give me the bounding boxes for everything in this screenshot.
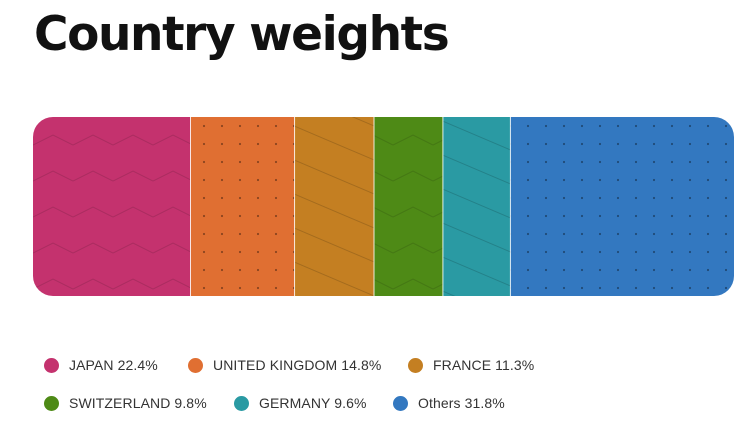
bar-segment-pattern-germany — [442, 117, 511, 296]
legend-label-others: Others 31.8% — [418, 395, 505, 411]
bar-segments — [33, 117, 734, 296]
bar-segment-united-kingdom — [189, 117, 295, 296]
legend-label-united-kingdom: UNITED KINGDOM 14.8% — [213, 357, 382, 373]
legend-swatch-united-kingdom — [188, 357, 203, 373]
legend-swatch-others — [393, 395, 408, 411]
legend-swatch-japan — [44, 357, 59, 373]
legend: JAPAN 22.4% UNITED KINGDOM 14.8% FRANCE … — [44, 353, 744, 423]
legend-label-france: FRANCE 11.3% — [433, 357, 535, 373]
bar-segment-pattern-japan — [33, 117, 191, 296]
bar-segment-pattern-france — [294, 117, 375, 296]
legend-swatch-germany — [234, 395, 249, 411]
bar-segment-pattern-united-kingdom — [190, 117, 295, 296]
legend-item-germany: GERMANY 9.6% — [234, 391, 367, 415]
bar-segment-switzerland — [373, 117, 443, 296]
bar-segment-pattern-switzerland — [374, 117, 443, 296]
page-title: Country weights — [34, 7, 450, 62]
legend-label-japan: JAPAN 22.4% — [69, 357, 158, 373]
bar-segment-france — [294, 117, 375, 296]
bar-segment-others — [509, 117, 734, 296]
legend-swatch-france — [408, 357, 423, 373]
legend-item-switzerland: SWITZERLAND 9.8% — [44, 391, 207, 415]
legend-item-united-kingdom: UNITED KINGDOM 14.8% — [188, 353, 381, 377]
legend-item-japan: JAPAN 22.4% — [44, 353, 158, 377]
legend-item-others: Others 31.8% — [393, 391, 505, 415]
bar-segment-pattern-others — [510, 117, 734, 296]
legend-label-germany: GERMANY 9.6% — [259, 395, 367, 411]
bar-segment-japan — [33, 117, 191, 296]
legend-item-france: FRANCE 11.3% — [408, 353, 534, 377]
legend-swatch-switzerland — [44, 395, 59, 411]
bar-segment-germany — [442, 117, 511, 296]
legend-label-switzerland: SWITZERLAND 9.8% — [69, 395, 207, 411]
stacked-bar-chart — [33, 117, 734, 296]
